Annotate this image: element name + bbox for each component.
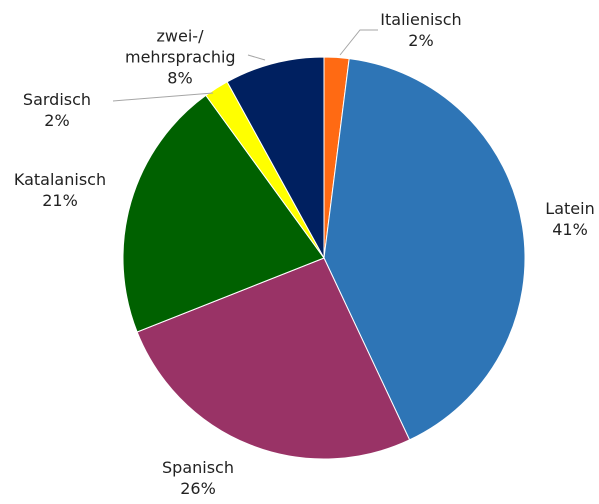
data-label: Sardisch 2% <box>0 89 122 131</box>
leader-line <box>339 29 378 56</box>
leader-line <box>112 92 214 102</box>
category-label: Katalanisch <box>13 170 107 189</box>
value-label: 2% <box>44 111 70 130</box>
pie-slice <box>323 58 526 441</box>
data-label: Italienisch 2% <box>356 9 486 51</box>
category-label: Spanisch <box>162 458 234 477</box>
value-label: 2% <box>408 31 434 50</box>
category-label: Italienisch <box>380 10 462 29</box>
leader-line <box>247 54 266 61</box>
category-label: zwei-/ mehrsprachig <box>125 26 236 67</box>
data-label: Latein 41% <box>505 198 599 240</box>
value-label: 26% <box>180 479 216 498</box>
pie-slice <box>136 257 411 460</box>
data-label: zwei-/ mehrsprachig 8% <box>125 26 236 89</box>
data-label: Spanisch 26% <box>133 457 263 499</box>
data-label: Katalanisch 21% <box>0 169 125 211</box>
category-label: Latein <box>545 199 595 218</box>
pie-slice <box>122 94 325 333</box>
value-label: 8% <box>167 68 193 88</box>
value-label: 41% <box>552 220 588 239</box>
category-label: Sardisch <box>22 90 92 109</box>
value-label: 21% <box>42 191 78 210</box>
pie-slice <box>226 56 325 259</box>
